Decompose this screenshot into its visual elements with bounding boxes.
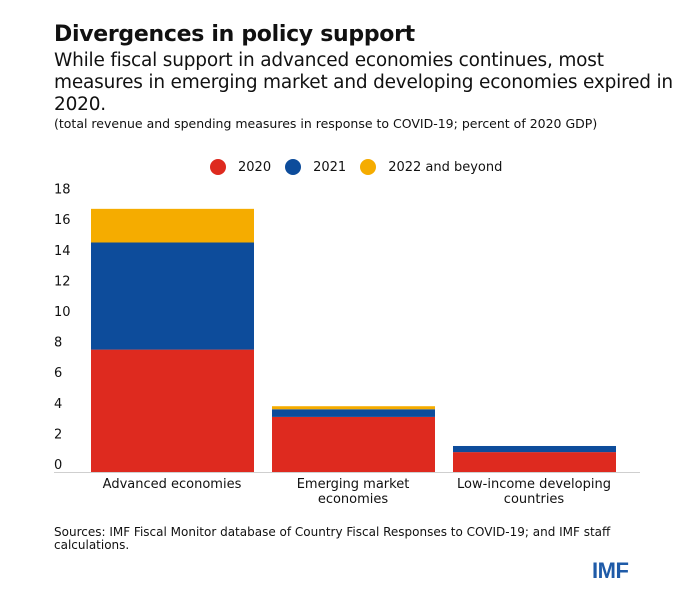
legend-item-2021: 2021: [285, 159, 346, 175]
x-label-advanced-economies: Advanced economies: [102, 477, 242, 492]
bar-emerging-market-economies-2020: [272, 416, 435, 472]
chart-title: Divergences in policy support: [54, 22, 415, 47]
x-label-low-income-developing-countries: Low-income developing countries: [457, 477, 611, 507]
bar-low-income-developing-countries-2021: [453, 445, 616, 453]
bar-emerging-market-economies-2021: [272, 409, 435, 417]
legend-item-2022-and-beyond: 2022 and beyond: [360, 159, 502, 175]
y-tick-label-10: 10: [54, 305, 71, 320]
legend: 2020 2021 2022 and beyond: [210, 159, 516, 175]
x-label-emerging-market-economies: Emerging market economies: [296, 477, 410, 507]
bar-emerging-market-economies-2022-and-beyond: [272, 406, 435, 410]
legend-label-2020: 2020: [238, 159, 272, 175]
source-note: Sources: IMF Fiscal Monitor database of …: [54, 525, 611, 552]
y-tick-label-12: 12: [54, 274, 71, 289]
legend-item-2020: 2020: [210, 159, 271, 175]
y-tick-label-8: 8: [54, 336, 62, 351]
y-tick-label-18: 18: [54, 183, 71, 198]
y-tick-label-2: 2: [54, 427, 62, 442]
legend-label-2021: 2021: [313, 159, 347, 175]
imf-logo: IMF: [592, 558, 629, 583]
bar-advanced-economies-2022-and-beyond: [91, 208, 254, 243]
y-tick-label-0: 0: [54, 458, 62, 473]
bar-low-income-developing-countries-2020: [453, 452, 616, 472]
chart-note: (total revenue and spending measures in …: [54, 116, 598, 131]
y-tick-label-14: 14: [54, 244, 71, 259]
y-tick-label-6: 6: [54, 366, 62, 381]
bar-advanced-economies-2020: [91, 349, 254, 472]
chart-subtitle: While fiscal support in advanced economi…: [54, 50, 673, 115]
bar-advanced-economies-2021: [91, 242, 254, 350]
y-tick-label-16: 16: [54, 213, 71, 228]
y-tick-label-4: 4: [54, 397, 62, 412]
legend-label-2022-and-beyond: 2022 and beyond: [388, 159, 503, 175]
legend-swatch-2022-and-beyond: [360, 159, 377, 175]
legend-swatch-2021: [285, 159, 302, 175]
legend-swatch-2020: [210, 159, 226, 175]
